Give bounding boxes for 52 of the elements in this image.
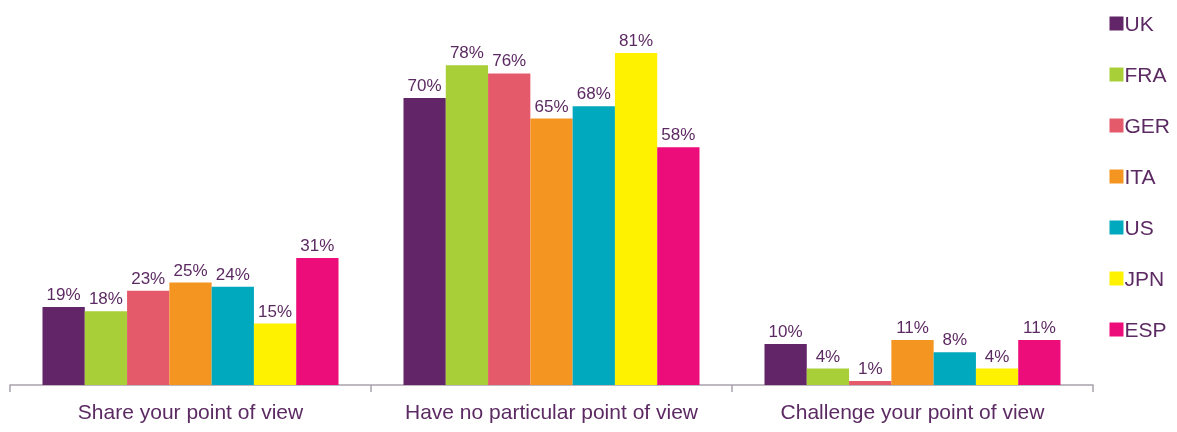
legend-label: ESP [1124, 318, 1167, 341]
data-label: 70% [407, 76, 442, 96]
data-label: 11% [1022, 317, 1056, 337]
bar [253, 323, 297, 385]
data-label: 58% [661, 125, 696, 145]
data-label: 1% [857, 358, 883, 378]
legend-label: UK [1124, 12, 1154, 35]
bar [764, 344, 807, 385]
bar [975, 368, 1019, 385]
bar [849, 380, 892, 385]
bar [211, 286, 254, 385]
data-label: 18% [88, 289, 123, 309]
data-label: 65% [534, 96, 569, 116]
bar [530, 118, 573, 385]
bar [657, 147, 700, 385]
legend-label: JPN [1124, 267, 1165, 290]
data-label: 31% [300, 235, 335, 255]
data-label: 24% [215, 264, 250, 284]
bar [572, 106, 615, 385]
data-label: 23% [131, 268, 166, 288]
bar [806, 368, 850, 385]
legend-label: ITA [1124, 165, 1156, 188]
data-label: 4% [815, 346, 841, 366]
data-label: 4% [984, 346, 1010, 366]
data-label: 68% [576, 84, 611, 104]
data-label: 19% [46, 285, 81, 305]
x-tick-label: Have no particular point of view [405, 400, 699, 423]
bar [42, 307, 85, 385]
bar [403, 98, 446, 385]
bar [614, 53, 658, 385]
legend-label: FRA [1124, 63, 1167, 86]
data-label: 81% [619, 31, 654, 50]
x-tick-label: Challenge your point of view [780, 400, 1046, 423]
bar [296, 257, 339, 385]
bar [84, 311, 128, 385]
bar [488, 73, 531, 385]
bar [891, 339, 934, 385]
legend-label: GER [1124, 114, 1171, 137]
x-tick-label: Share your point of view [77, 400, 304, 423]
data-label: 25% [173, 260, 208, 280]
data-label: 10% [768, 322, 803, 342]
bar [169, 282, 212, 385]
data-label: 78% [449, 43, 484, 63]
data-label: 11% [896, 317, 929, 337]
bar [127, 290, 170, 385]
bar [445, 65, 489, 385]
data-label: 76% [492, 51, 527, 71]
bar [933, 352, 976, 385]
data-label: 8% [942, 330, 968, 350]
legend-label: US [1124, 216, 1154, 239]
data-label: 15% [258, 301, 293, 321]
bar [1018, 339, 1061, 385]
